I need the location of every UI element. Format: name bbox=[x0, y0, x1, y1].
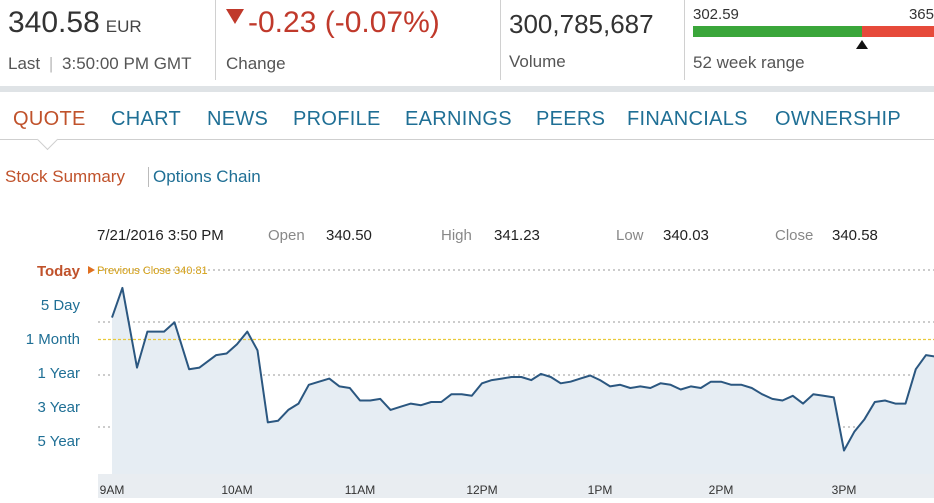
x-tick-label: 3PM bbox=[832, 483, 857, 497]
high-value: 341.23 bbox=[494, 227, 540, 244]
open-label: Open bbox=[268, 227, 305, 244]
last-label: Last bbox=[8, 54, 41, 73]
range-bar-low bbox=[693, 26, 862, 37]
low-value: 340.03 bbox=[663, 227, 709, 244]
tabs-underline bbox=[0, 139, 934, 140]
period-1-month[interactable]: 1 Month bbox=[25, 331, 80, 348]
tab-chart[interactable]: CHART bbox=[111, 108, 182, 130]
tab-peers[interactable]: PEERS bbox=[536, 108, 606, 130]
period-1-year[interactable]: 1 Year bbox=[37, 365, 80, 382]
currency-label: EUR bbox=[105, 17, 142, 36]
price-block: 340.58 EUR Last | 3:50:00 PM GMT bbox=[0, 0, 214, 80]
last-time-value: 3:50:00 PM GMT bbox=[62, 54, 192, 73]
high-label: High bbox=[441, 227, 472, 244]
x-tick-label: 1PM bbox=[588, 483, 613, 497]
last-price: 340.58 EUR bbox=[8, 6, 142, 40]
area-fill bbox=[112, 287, 934, 474]
range-marker-icon bbox=[856, 40, 868, 49]
volume-label: Volume bbox=[509, 52, 566, 71]
tab-financials[interactable]: FINANCIALS bbox=[627, 108, 748, 130]
x-tick-label: 11AM bbox=[345, 483, 375, 497]
period-5-day[interactable]: 5 Day bbox=[40, 297, 80, 314]
volume-block: 300,785,687 Volume bbox=[501, 0, 685, 80]
period-3-year[interactable]: 3 Year bbox=[37, 399, 80, 416]
x-tick-label: 12PM bbox=[466, 483, 497, 497]
tab-earnings[interactable]: EARNINGS bbox=[405, 108, 512, 130]
change-value: -0.23 (-0.07%) bbox=[226, 6, 440, 40]
tab-ownership[interactable]: OWNERSHIP bbox=[775, 108, 902, 130]
divider bbox=[684, 0, 685, 80]
change-block: -0.23 (-0.07%) Change bbox=[216, 0, 500, 80]
volume-value: 300,785,687 bbox=[509, 9, 654, 39]
range-low: 302.59 bbox=[693, 6, 739, 23]
subtab-stock-summary[interactable]: Stock Summary bbox=[5, 167, 125, 186]
price-line bbox=[111, 286, 934, 452]
quote-datetime: 7/21/2016 3:50 PM bbox=[97, 227, 224, 244]
x-tick-label: 10AM bbox=[221, 483, 252, 497]
x-axis-band bbox=[98, 474, 934, 498]
x-tick-label: 2PM bbox=[709, 483, 734, 497]
subtab-options-chain[interactable]: Options Chain bbox=[153, 167, 261, 186]
tab-quote[interactable]: QUOTE bbox=[13, 108, 86, 130]
tab-news[interactable]: NEWS bbox=[207, 108, 269, 130]
subtab-divider bbox=[148, 167, 149, 187]
last-time: Last | 3:50:00 PM GMT bbox=[8, 54, 192, 73]
low-label: Low bbox=[616, 227, 644, 244]
change-text: -0.23 (-0.07%) bbox=[248, 6, 440, 39]
period-5-year[interactable]: 5 Year bbox=[37, 433, 80, 450]
close-value: 340.58 bbox=[832, 227, 878, 244]
price-value: 340.58 bbox=[8, 6, 100, 39]
down-arrow-icon bbox=[226, 9, 244, 24]
divider bbox=[215, 0, 216, 80]
range-bar-high bbox=[862, 26, 934, 37]
range-block: 302.59 365 52 week range bbox=[685, 0, 934, 80]
change-label: Change bbox=[226, 54, 286, 73]
previous-close-arrow-icon bbox=[88, 266, 95, 274]
x-tick-label: 9AM bbox=[100, 483, 125, 497]
close-label: Close bbox=[775, 227, 814, 244]
divider bbox=[500, 0, 501, 80]
range-label: 52 week range bbox=[693, 53, 805, 72]
period-today[interactable]: Today bbox=[36, 263, 80, 280]
range-high: 365 bbox=[908, 6, 934, 23]
open-value: 340.50 bbox=[326, 227, 372, 244]
tab-profile[interactable]: PROFILE bbox=[293, 108, 381, 130]
range-bar bbox=[693, 26, 934, 37]
previous-close-label: Previous Close 340.81 bbox=[88, 265, 208, 277]
header-divider bbox=[0, 86, 934, 92]
